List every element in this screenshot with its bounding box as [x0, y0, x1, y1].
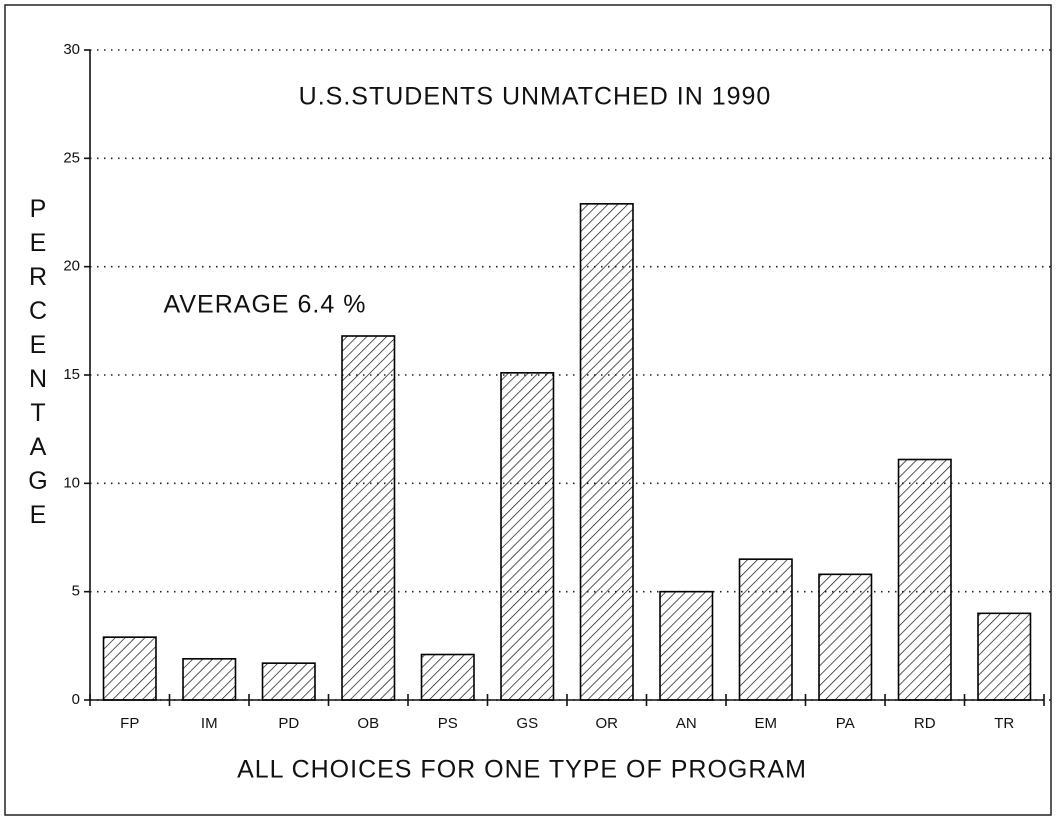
bar [818, 573, 873, 701]
y-tick-label: 30 [63, 41, 80, 58]
bar [579, 203, 634, 701]
bar [182, 658, 237, 701]
bar [977, 612, 1032, 701]
y-tick-label: 0 [72, 691, 80, 708]
bar [341, 335, 396, 701]
bar [102, 636, 157, 701]
bar [420, 653, 475, 701]
x-axis-label: ALL CHOICES FOR ONE TYPE OF PROGRAM [237, 756, 807, 784]
x-tick-label: FP [120, 715, 139, 732]
bar [659, 590, 714, 701]
x-tick-label: TR [994, 715, 1014, 732]
bar [897, 458, 952, 701]
y-tick-label: 10 [63, 474, 80, 491]
y-axis-label: PERCENTAGE [24, 195, 52, 535]
x-tick-label: IM [201, 715, 218, 732]
x-tick-label: GS [516, 715, 538, 732]
y-tick-label: 20 [63, 258, 80, 275]
annotation: AVERAGE 6.4 % [164, 291, 367, 319]
x-tick-label: RD [914, 715, 936, 732]
y-tick-label: 25 [63, 149, 80, 166]
bar [261, 662, 316, 701]
x-tick-label: EM [755, 715, 778, 732]
bar [500, 372, 555, 701]
frame [4, 4, 1052, 816]
x-tick-label: PD [278, 715, 299, 732]
bar [738, 558, 793, 701]
chart-title: U.S.STUDENTS UNMATCHED IN 1990 [299, 83, 772, 111]
x-tick-label: AN [676, 715, 697, 732]
y-tick-label: 15 [63, 366, 80, 383]
x-tick-label: PS [438, 715, 458, 732]
y-tick-label: 5 [72, 583, 80, 600]
x-tick-label: OB [357, 715, 379, 732]
x-tick-label: PA [836, 715, 855, 732]
x-tick-label: OR [596, 715, 619, 732]
